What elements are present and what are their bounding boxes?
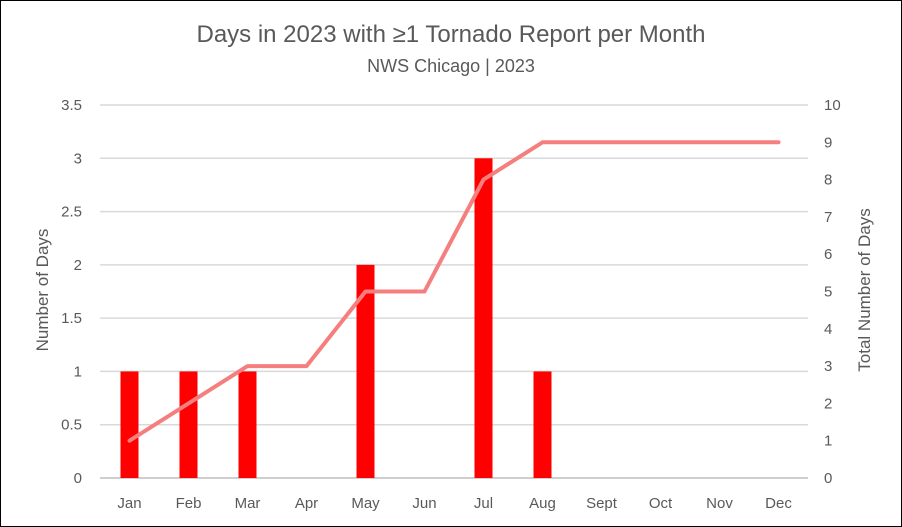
bar: [533, 371, 552, 478]
x-tick-label: Nov: [706, 495, 733, 512]
line-series: [127, 140, 781, 443]
y2-tick-label: 7: [824, 209, 832, 226]
y-tick-label: 0.5: [61, 417, 82, 434]
y-axis-title: Number of Days: [33, 229, 52, 352]
y2-tick-label: 2: [824, 395, 832, 412]
y2-tick-label: 9: [824, 134, 832, 151]
left-axis-ticks: 0 0.5 1 1.5 2 2.5 3 3.5: [61, 97, 82, 487]
x-tick-label: Jan: [117, 495, 141, 512]
x-axis-ticks: Jan Feb Mar Apr May Jun Jul Aug Sept Oct Nov Dec: [117, 495, 792, 512]
y-tick-label: 1: [74, 363, 82, 380]
bar: [120, 371, 139, 478]
x-tick-label: Feb: [176, 495, 202, 512]
y2-tick-label: 0: [824, 470, 832, 487]
chart-title: Days in 2023 with ≥1 Tornado Report per …: [196, 21, 706, 48]
bar: [474, 158, 493, 479]
y2-tick-label: 4: [824, 321, 832, 338]
y2-tick-label: 6: [824, 246, 832, 263]
right-axis-ticks: 0 1 2 3 4 5 6 7 8 9 10: [824, 97, 841, 487]
chart-subtitle: NWS Chicago | 2023: [367, 56, 535, 76]
y-tick-label: 1.5: [61, 310, 82, 327]
y2-axis-title: Total Number of Days: [855, 208, 874, 371]
y2-tick-label: 8: [824, 172, 832, 189]
y-tick-label: 2: [74, 257, 82, 274]
x-tick-label: Dec: [765, 495, 792, 512]
y-tick-label: 2.5: [61, 204, 82, 221]
x-tick-label: Aug: [529, 495, 556, 512]
y-tick-label: 3.5: [61, 97, 82, 114]
y2-tick-label: 10: [824, 97, 841, 114]
gridlines: [100, 104, 808, 479]
x-tick-label: Apr: [295, 495, 318, 512]
x-tick-label: Mar: [235, 495, 261, 512]
y2-tick-label: 1: [824, 433, 832, 450]
x-tick-label: May: [351, 495, 380, 512]
x-tick-label: Oct: [649, 495, 673, 512]
bar: [356, 264, 375, 478]
bar: [179, 371, 198, 478]
x-tick-label: Jul: [474, 495, 493, 512]
y-tick-label: 3: [74, 150, 82, 167]
cumulative-line: [127, 140, 781, 443]
y-tick-label: 0: [74, 470, 82, 487]
bar: [238, 371, 257, 478]
x-tick-label: Sept: [586, 495, 618, 512]
x-tick-label: Jun: [412, 495, 436, 512]
y2-tick-label: 3: [824, 358, 832, 375]
bar-series: [120, 158, 552, 479]
y2-tick-label: 5: [824, 284, 832, 301]
